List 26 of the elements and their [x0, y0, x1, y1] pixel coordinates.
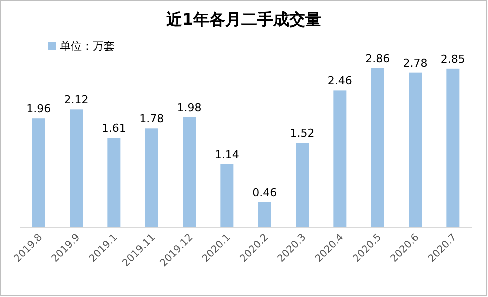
data-label: 2.78 — [403, 56, 428, 70]
chart-title: 近1年各月二手成交量 — [165, 10, 322, 29]
data-label: 0.46 — [252, 186, 278, 200]
data-label: 1.98 — [177, 101, 202, 114]
bar — [258, 202, 272, 228]
bar — [371, 68, 384, 228]
data-label: 2.85 — [440, 52, 466, 66]
bar — [183, 117, 196, 228]
data-label: 1.61 — [102, 122, 126, 136]
data-label: 2.46 — [328, 74, 352, 88]
bar — [145, 128, 158, 228]
data-label: 2.86 — [366, 52, 390, 66]
data-label: 1.96 — [26, 102, 52, 116]
data-label: 1.52 — [290, 127, 315, 140]
bar — [296, 143, 309, 228]
data-label: 1.14 — [214, 148, 240, 162]
bar — [108, 138, 121, 228]
bar — [409, 72, 422, 228]
bar — [70, 110, 83, 228]
bar — [32, 118, 46, 228]
data-label: 2.12 — [64, 94, 89, 107]
data-label: 1.78 — [140, 112, 164, 126]
legend-label: 单位：万套 — [60, 40, 115, 53]
bar — [446, 68, 460, 228]
bar — [334, 90, 347, 228]
bar — [220, 164, 234, 228]
